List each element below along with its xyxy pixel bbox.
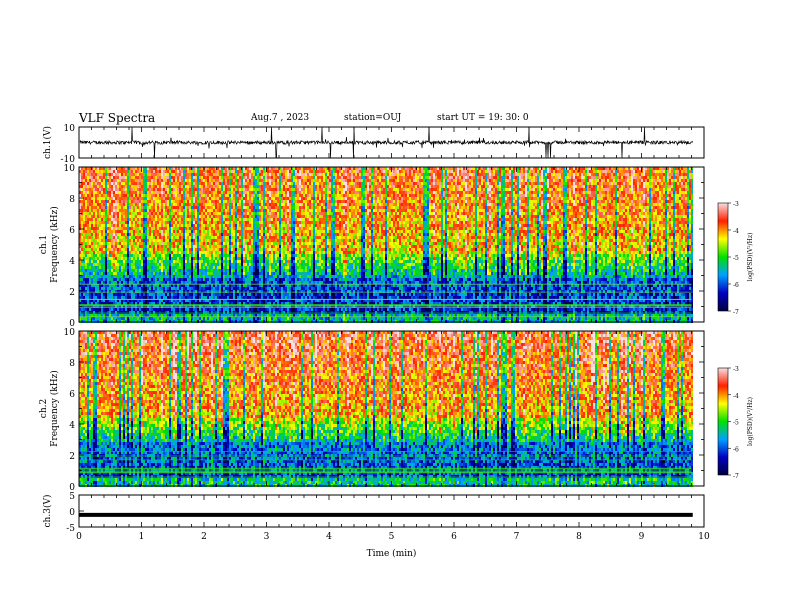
- ch1-colorbar: [718, 203, 728, 311]
- colorbar-tick-label: -6: [733, 446, 739, 453]
- y-tick-label: 6: [69, 390, 75, 400]
- y-tick-label: -5: [66, 524, 75, 534]
- x-tick-label: 1: [139, 532, 145, 542]
- ch3-axis-label: ch.3(V): [42, 495, 53, 528]
- y-tick-label: 2: [69, 288, 75, 298]
- y-tick-label: 4: [69, 421, 75, 431]
- y-tick-label: 8: [69, 195, 75, 205]
- y-tick-label: 10: [64, 124, 76, 134]
- colorbar-tick-label: -4: [733, 393, 739, 400]
- x-tick-label: 0: [76, 532, 82, 542]
- x-tick-label: 2: [201, 532, 207, 542]
- x-tick-label: 5: [389, 532, 395, 542]
- x-tick-label: 7: [514, 532, 520, 542]
- ch1-waveform-line: [80, 127, 693, 158]
- y-tick-label: 4: [69, 257, 75, 267]
- x-tick-label: 4: [326, 532, 332, 542]
- ch1-spectrogram-image: [79, 167, 693, 323]
- ch2-spectrogram-axis-label: Frequency (kHz): [49, 370, 60, 447]
- x-tick-label: 6: [451, 532, 457, 542]
- colorbar-tick-label: -7: [733, 309, 739, 316]
- colorbar-label: log(PSD)(V²/Hz): [747, 397, 754, 446]
- y-tick-label: 10: [64, 164, 76, 174]
- colorbar-tick-label: -5: [733, 255, 739, 262]
- ch1-spectrogram-axis-label: Frequency (kHz): [49, 206, 60, 283]
- colorbar-tick-label: -7: [733, 473, 739, 480]
- ch1-spectrogram-channel-label: ch.1: [39, 235, 49, 254]
- ch2-spectrogram-image: [79, 331, 693, 487]
- colorbar-tick-label: -6: [733, 282, 739, 289]
- y-tick-label: 6: [69, 226, 75, 236]
- ch2-colorbar: [718, 368, 728, 475]
- x-tick-label: 9: [639, 532, 645, 542]
- colorbar-tick-label: -3: [733, 366, 739, 373]
- x-tick-label: 10: [698, 532, 710, 542]
- colorbar-label: log(PSD)(V²/Hz): [747, 233, 754, 282]
- y-tick-label: 8: [69, 359, 75, 369]
- colorbar-tick-label: -3: [733, 201, 739, 208]
- y-tick-label: 5: [69, 492, 75, 502]
- y-tick-label: 10: [64, 328, 76, 338]
- x-axis-label: Time (min): [367, 548, 417, 559]
- y-tick-label: 2: [69, 452, 75, 462]
- y-tick-label: 0: [69, 508, 75, 518]
- ch2-spectrogram-channel-label: ch.2: [39, 399, 49, 418]
- x-tick-label: 3: [264, 532, 270, 542]
- colorbar-tick-label: -4: [733, 228, 739, 235]
- colorbar-tick-label: -5: [733, 420, 739, 427]
- ch1-axis-label: ch.1(V): [42, 126, 53, 159]
- x-tick-label: 8: [576, 532, 582, 542]
